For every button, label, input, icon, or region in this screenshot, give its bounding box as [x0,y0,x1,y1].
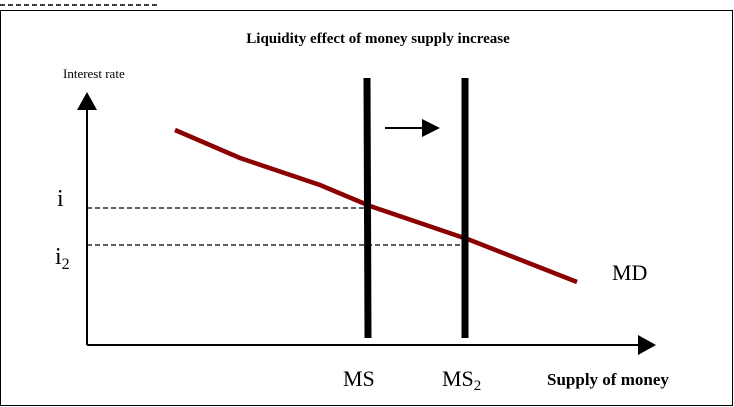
ms2-base: MS [442,366,474,391]
ms-label: MS [343,366,375,391]
i2-base: i [55,244,62,270]
i-label: i [57,186,64,212]
ms-line [363,77,372,339]
y-axis-arrow [77,92,97,110]
ms2-label: MS2 [442,366,481,394]
title: Liquidity effect of money supply increas… [246,31,510,47]
md-label: MD [612,260,647,285]
i2-label: i2 [55,244,70,273]
x-axis-label: Supply of money [547,370,669,389]
i2-sub: 2 [62,256,70,273]
shift-arrow-head [422,119,440,137]
frame [0,10,733,406]
ms2-sub: 2 [474,378,482,394]
md-curve [174,127,578,285]
x-axis-arrow [638,335,656,355]
y-axis-label: Interest rate [63,66,125,81]
